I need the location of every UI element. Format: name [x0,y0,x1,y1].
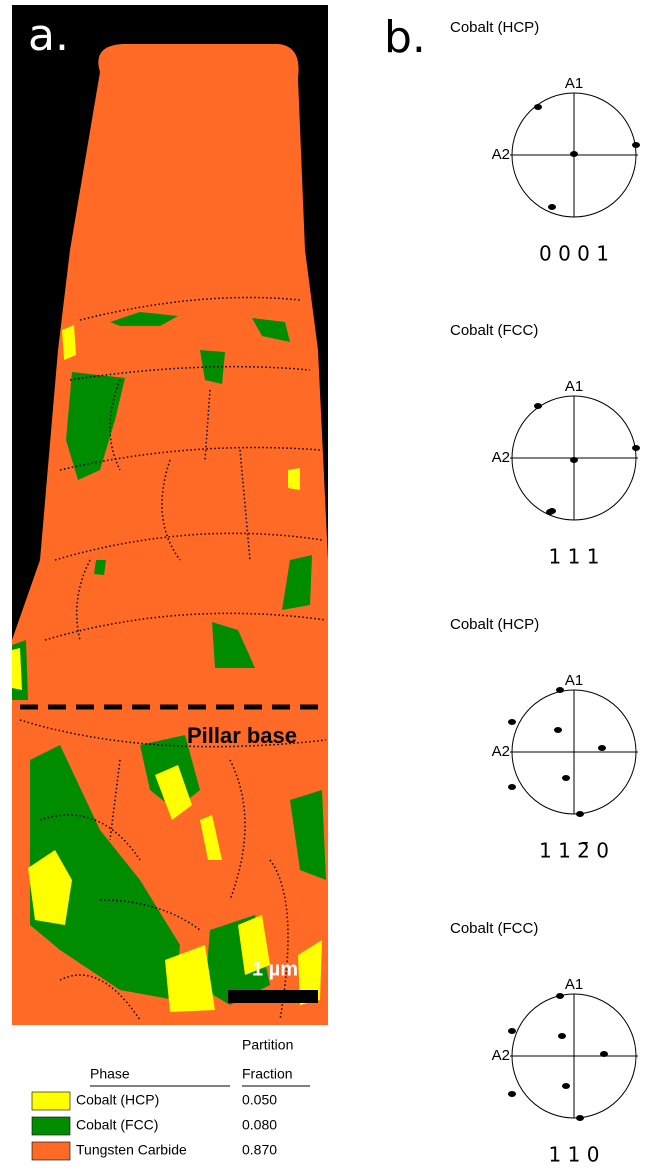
pole-point [576,1115,584,1121]
pole-figure-title: Cobalt (HCP) [450,616,539,633]
pole-figure-title: Cobalt (HCP) [450,19,539,36]
axis-1-label: A1 [565,75,583,92]
axis-1-label: A1 [565,976,583,993]
pole-index: 1 1 2̄ 0 [539,839,609,863]
pole-point [534,403,542,409]
pole-point [558,1033,566,1039]
legend-swatch [31,1091,71,1111]
pole-point [576,811,584,817]
axis-1-label: A1 [565,672,583,689]
axis-1-label: A1 [565,378,583,395]
legend-fraction: 0.080 [242,1117,277,1133]
pole-point [632,445,640,451]
pole-point [548,204,556,210]
pole-figure-title: Cobalt (FCC) [450,920,538,937]
pole-index: 0 0 0 1 [539,242,609,266]
scale-bar-label: 1 µm [252,958,298,980]
phase-header: Phase [90,1066,130,1082]
pole-point [534,104,542,110]
fraction-header: Fraction [242,1066,293,1082]
pole-point [570,151,578,157]
scale-bar [228,990,318,1003]
pole-index: 1 1 1 [549,545,600,569]
legend-fraction: 0.870 [242,1142,277,1158]
pole-point [508,784,516,790]
pole-point [556,993,564,999]
pole-point [562,1083,570,1089]
fraction-header: Partition [242,1037,293,1053]
pole-point [598,745,606,751]
legend-phase: Cobalt (FCC) [76,1117,158,1133]
legend-swatch [31,1141,71,1161]
pillar-base-label: Pillar base [187,723,297,748]
pole-figures: Cobalt (HCP) A1 A2 0 0 0 1 Cobalt (FCC) A1 A2 1… [450,19,640,1167]
axis-2-label: A2 [492,146,510,163]
cobalt-hcp-regions [12,325,322,1012]
pole-point [508,1091,516,1097]
panel-label: a. [28,10,69,61]
ebsd-map: Pillar base 1 µm a. [12,5,328,1025]
pole-point [632,142,640,148]
pole-point [570,457,578,463]
legend-swatch [31,1116,71,1136]
pole-index: 1 1 0 [549,1143,600,1167]
pole-figure-title: Cobalt (FCC) [450,322,538,339]
tungsten-carbide-region [12,44,328,1025]
pole-point [562,775,570,781]
legend-fraction: 0.050 [242,1092,277,1108]
legend-phase: Cobalt (HCP) [76,1092,159,1108]
axis-2-label: A2 [492,743,510,760]
pole-point [508,719,516,725]
pole-point [548,508,556,514]
pole-point [600,1051,608,1057]
axis-2-label: A2 [492,1047,510,1064]
pole-point [508,1028,516,1034]
panel-label: b. [384,12,426,63]
grain-boundaries [19,296,327,1021]
legend-phase: Tungsten Carbide [76,1142,187,1158]
pole-point [554,727,562,733]
pole-point [556,687,564,693]
axis-2-label: A2 [492,449,510,466]
legend: Partition Phase Fraction Cobalt (HCP) 0.0… [31,1037,310,1161]
